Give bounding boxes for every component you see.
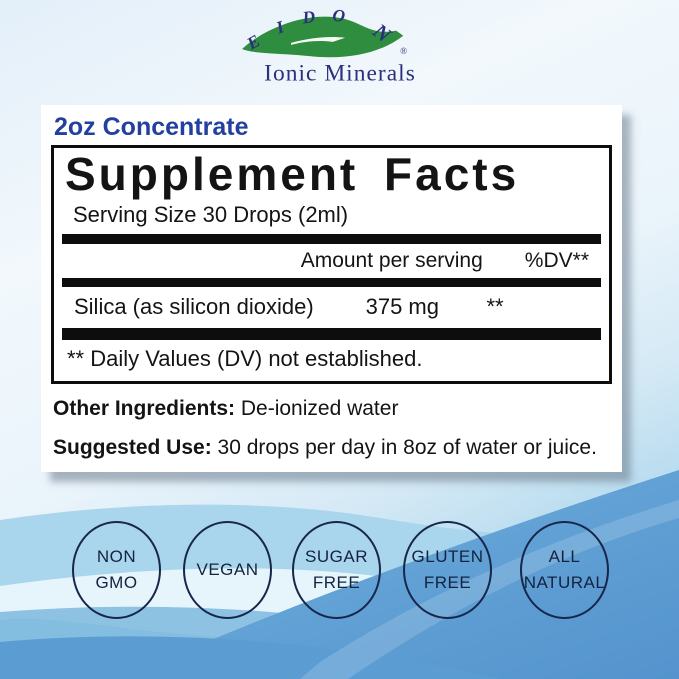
amount-header: Amount per serving bbox=[300, 248, 483, 272]
panel-header-row: Amount per serving %DV** bbox=[54, 244, 609, 278]
divider-bar bbox=[62, 277, 601, 287]
divider-bar bbox=[62, 327, 601, 340]
logo-wave-icon bbox=[242, 16, 404, 58]
registered-mark: ® bbox=[400, 46, 407, 56]
serving-size: Serving Size 30 Drops (2ml) bbox=[73, 201, 349, 227]
nutrient-amount: 375 mg bbox=[365, 293, 439, 319]
nutrient-name: Silica (as silicon dioxide) bbox=[74, 293, 314, 319]
suggested-use-label: Suggested Use: bbox=[53, 435, 212, 459]
other-ingredients-value: De-ionized water bbox=[235, 396, 399, 420]
suggested-use: Suggested Use: 30 drops per day in 8oz o… bbox=[53, 436, 612, 460]
nutrient-row: Silica (as silicon dioxide) 375 mg ** bbox=[54, 287, 609, 326]
logo-letter: O bbox=[331, 8, 346, 26]
panel-title: Supplement Facts bbox=[65, 148, 520, 200]
supplement-facts-panel: Supplement Facts Serving Size 30 Drops (… bbox=[51, 145, 612, 384]
brand-tagline: Ionic Minerals bbox=[264, 61, 416, 87]
nutrient-dv: ** bbox=[486, 293, 504, 319]
dv-header: %DV** bbox=[524, 248, 589, 272]
eidon-logo: E I D O N ® Ionic Minerals bbox=[242, 8, 416, 87]
other-ingredients-label: Other Ingredients: bbox=[53, 396, 236, 420]
suggested-use-value: 30 drops per day in 8oz of water or juic… bbox=[211, 435, 597, 459]
divider-bar bbox=[62, 233, 601, 244]
dv-footnote: ** Daily Values (DV) not established. bbox=[67, 345, 423, 371]
logo-wave-highlight-icon bbox=[291, 36, 346, 45]
label-card: 2oz Concentrate Supplement Facts Serving… bbox=[41, 105, 622, 472]
size-line: 2oz Concentrate bbox=[54, 113, 249, 141]
logo-letter: D bbox=[300, 8, 316, 28]
other-ingredients: Other Ingredients: De-ionized water bbox=[53, 397, 612, 421]
